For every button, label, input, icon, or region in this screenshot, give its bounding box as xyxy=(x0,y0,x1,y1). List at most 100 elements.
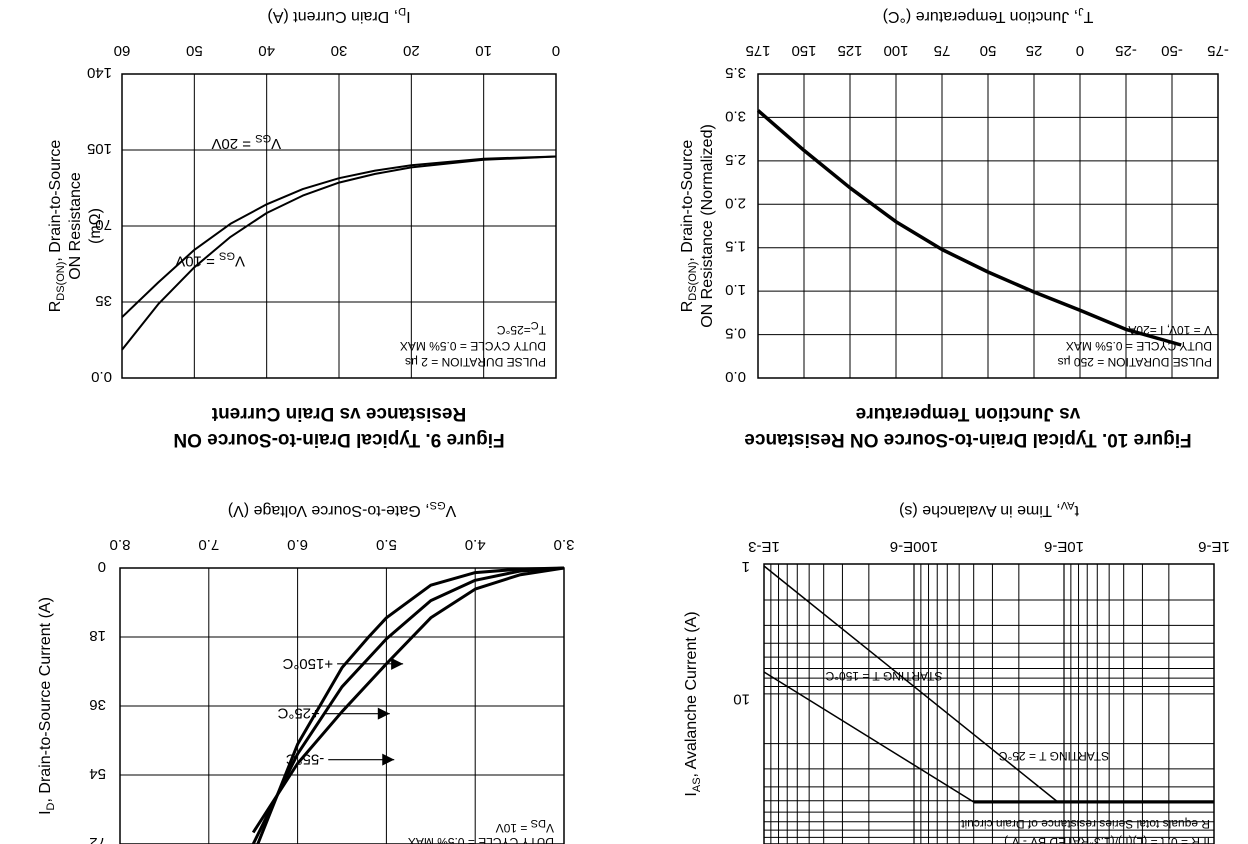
y-tick-label: 2.5 xyxy=(725,151,746,168)
x-tick-label: 100E-6 xyxy=(890,538,938,555)
label-rest: =25°C xyxy=(497,323,531,337)
x-tick-label: -25 xyxy=(1115,42,1137,59)
label-rest: = 20V xyxy=(211,135,255,152)
y-tick-label: 0 xyxy=(98,558,106,575)
x-tick-label: 1E-3 xyxy=(748,538,780,555)
figure-caption: Figure 10. Typical Drain-to-Source ON Re… xyxy=(744,429,1191,450)
subscript: J xyxy=(1078,5,1084,17)
series-label: VGS = 10V xyxy=(175,249,245,269)
note-text: DUTY CYCLE = 0.5% MAX xyxy=(1066,339,1212,353)
x-tick-label: 20 xyxy=(403,42,420,59)
figure-avalanche: 1E-6 10E-6 100E-6 1E-3 1 10 tAV, Time in Avala… xyxy=(683,499,1230,844)
figure-transfer: 3.0 4.0 5.0 6.0 7.0 8.00 18 36 54 72 VGS, Gate-to-… xyxy=(37,499,574,844)
y-tick-label: 10 xyxy=(733,690,750,707)
y-axis-title-line3: (mΩ) xyxy=(87,208,104,244)
note-text: If R = 0: t = (L)(I )/(1.3*RATED BV - V … xyxy=(1004,835,1210,844)
y-tick-label: 140 xyxy=(87,64,112,81)
label-rest: , Gate-to-Source Voltage (V) xyxy=(228,502,430,519)
y-tick-label: 0.5 xyxy=(725,325,746,342)
y-axis-title-line1: RDS(ON), Drain-to-Source xyxy=(679,140,699,313)
note-text: PULSE DURATION = 250 µs xyxy=(1058,355,1212,369)
note-text: TC=25°C xyxy=(497,319,546,337)
series-line xyxy=(763,565,1214,803)
y-tick-label: 70 xyxy=(95,216,112,233)
label-rest: , Drain-to-Source Current (A) xyxy=(37,597,54,802)
x-tick-label: 0 xyxy=(1076,42,1084,59)
x-tick-label: 1E-6 xyxy=(1198,538,1230,555)
y-tick-label: 54 xyxy=(89,765,106,782)
series-label: -55°C xyxy=(286,751,325,768)
note-text: V = 10V, I =20A xyxy=(1128,323,1212,337)
arrow-head xyxy=(382,753,395,766)
note-text: VDS = 10V xyxy=(496,817,554,835)
y-tick-label: 0.0 xyxy=(91,368,112,385)
y-axis-title-line1: IAS, Avalanche Current (A) xyxy=(683,611,703,796)
y-axis-title-line1: ID, Drain-to-Source Current (A) xyxy=(37,597,57,815)
subscript: C xyxy=(531,319,539,331)
series-line xyxy=(251,566,565,844)
y-tick-label: 72 xyxy=(89,834,106,844)
label-rest: = 10V xyxy=(175,252,219,269)
x-tick-label: 75 xyxy=(934,42,951,59)
y-axis-title: RDS(ON), Drain-to-Source ON Resistance (N… xyxy=(679,124,716,328)
x-axis-title: TJ, Junction Temperature (°C) xyxy=(883,5,1094,25)
series-line xyxy=(121,155,557,351)
label-rest: , Junction Temperature (°C) xyxy=(883,8,1079,25)
subscript: DS(ON) xyxy=(55,262,67,301)
x-axis-title: tAV, Time in Avalanche (s) xyxy=(899,499,1079,519)
series-line xyxy=(756,109,1182,347)
y-axis-title: IAS, Avalanche Current (A) xyxy=(683,611,703,796)
series-line xyxy=(121,155,557,318)
label-rest: , Drain-to-Source xyxy=(47,140,64,262)
x-tick-label: 8.0 xyxy=(110,536,131,553)
x-tick-label: -50 xyxy=(1161,42,1183,59)
note-text: DUTY CYCLE = 0.5% MAX xyxy=(408,835,554,844)
y-axis-title: ID, Drain-to-Source Current (A) xyxy=(37,597,57,815)
arrow-head xyxy=(377,707,390,720)
note-text: R equals total Series resistance of Drai… xyxy=(961,817,1210,831)
series-label: +25°C xyxy=(277,705,319,722)
figure-caption: Resistance vs Drain Current xyxy=(211,403,466,424)
label-rest: , Drain-to-Source xyxy=(679,140,696,262)
y-tick-label: 18 xyxy=(89,627,106,644)
subscript: AS xyxy=(691,777,703,792)
x-tick-label: 150 xyxy=(791,42,816,59)
y-axis-title: RDS(ON), Drain-to-Source ON Resistance (mΩ… xyxy=(47,140,104,313)
x-tick-label: 30 xyxy=(331,42,348,59)
series-line xyxy=(251,566,565,844)
label-rest: , Drain Current (A) xyxy=(267,8,398,25)
subscript: DS xyxy=(531,817,546,829)
label-rest: = 10V xyxy=(496,821,531,835)
subscript: AV xyxy=(1060,499,1075,511)
y-tick-label: 1 xyxy=(742,558,750,575)
figure-9: 0 10 20 30 40 50 60 0.0 35 70 105 140 ID, Drain Curr… xyxy=(47,5,560,450)
subscript: GS xyxy=(430,499,446,511)
x-tick-label: 100 xyxy=(883,42,908,59)
x-tick-label: 3.0 xyxy=(554,536,575,553)
y-axis-title-line2: ON Resistance xyxy=(67,172,84,280)
series-line xyxy=(763,671,975,803)
x-tick-label: 4.0 xyxy=(465,536,486,553)
label-rest: , Time in Avalanche (s) xyxy=(899,502,1061,519)
x-tick-label: 0 xyxy=(552,42,560,59)
subscript: DS(ON) xyxy=(687,262,699,301)
note-text: PULSE DURATION = 2 µs xyxy=(405,355,546,369)
figure-caption: vs Junction Temperature xyxy=(856,403,1081,424)
subscript: D xyxy=(45,802,57,810)
x-tick-label: 10 xyxy=(475,42,492,59)
arrow-head xyxy=(391,657,404,670)
y-tick-label: 1.5 xyxy=(725,238,746,255)
series-label: +150°C xyxy=(282,655,333,672)
y-tick-label: 36 xyxy=(89,696,106,713)
figure-caption: Figure 9. Typical Drain-to-Source ON xyxy=(173,429,504,450)
x-tick-label: 5.0 xyxy=(376,536,397,553)
y-tick-label: 3.0 xyxy=(725,107,746,124)
subscript: GS xyxy=(219,249,235,261)
subscript: GS xyxy=(255,132,271,144)
x-axis-title: VGS, Gate-to-Source Voltage (V) xyxy=(228,499,456,519)
note-text: DUTY CYCLE = 0.5% MAX xyxy=(400,339,546,353)
y-axis-title-line2: ON Resistance (Normalized) xyxy=(699,124,716,328)
